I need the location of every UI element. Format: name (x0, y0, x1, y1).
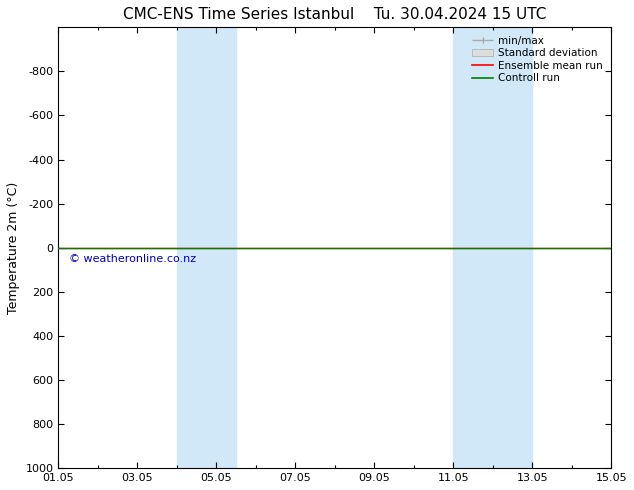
Bar (177, 27, 236, 468)
Legend: min/max, Standard deviation, Ensemble mean run, Controll run: min/max, Standard deviation, Ensemble me… (469, 32, 606, 87)
Bar (453, 27, 533, 468)
Title: CMC-ENS Time Series Istanbul    Tu. 30.04.2024 15 UTC: CMC-ENS Time Series Istanbul Tu. 30.04.2… (123, 7, 547, 22)
Y-axis label: Temperature 2m (°C): Temperature 2m (°C) (7, 182, 20, 314)
Text: © weatheronline.co.nz: © weatheronline.co.nz (69, 254, 197, 264)
